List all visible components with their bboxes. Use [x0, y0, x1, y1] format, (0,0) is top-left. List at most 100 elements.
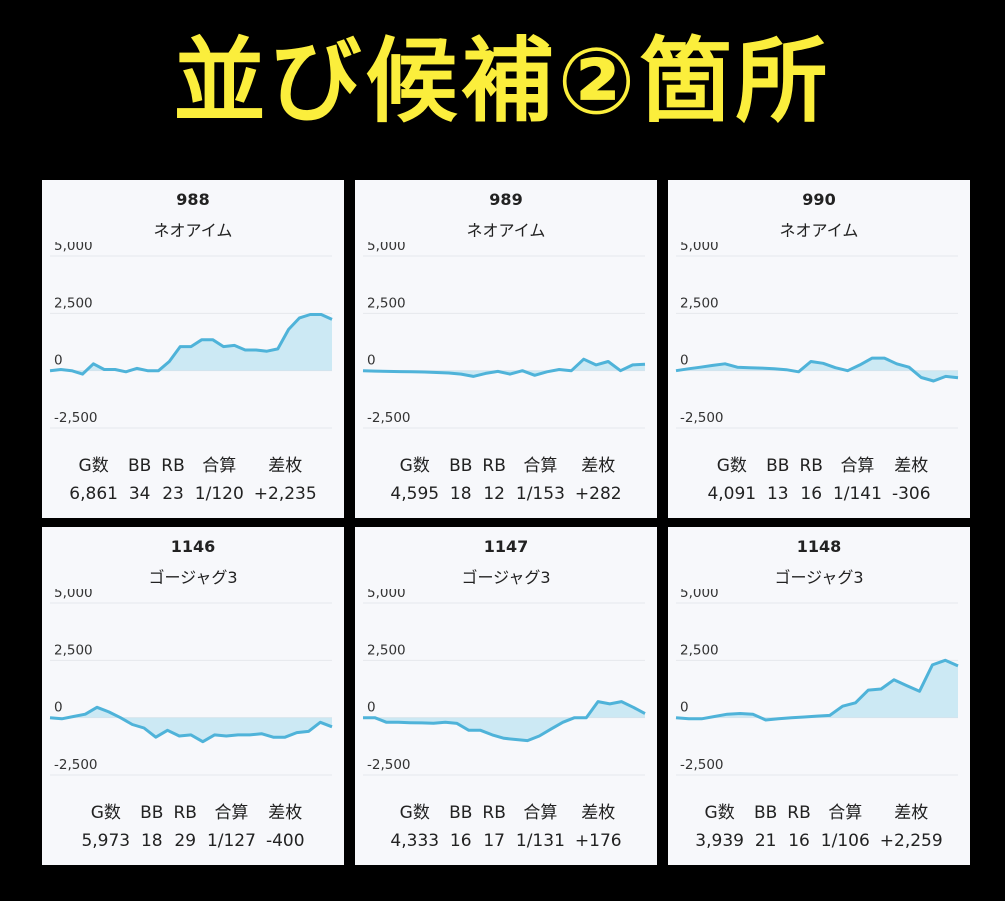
y-tick-label: 5,000	[54, 589, 93, 601]
combined-rate-value: 1/153	[515, 484, 565, 504]
coin-diff-header: 差枚	[581, 456, 616, 476]
g-count-column: G数 5,973	[81, 799, 130, 855]
coin-diff-value: -400	[265, 831, 305, 851]
machine-card: 1146 ゴージャグ3 5,000 2,500 0 -2,500 G数 5,973 BB 18 RB…	[42, 527, 344, 865]
combined-rate-header: 合算	[202, 456, 237, 476]
bb-count-header: BB	[753, 803, 778, 823]
y-tick-label: 5,000	[367, 589, 406, 601]
series-line	[675, 658, 959, 722]
combined-rate-column: 合算 1/127	[207, 799, 256, 855]
rb-count-column: RB 16	[799, 452, 822, 508]
machine-model: ゴージャグ3	[461, 568, 551, 587]
machine-model: ネオアイム	[466, 221, 546, 240]
rb-count-header: RB	[482, 803, 506, 823]
coin-diff-column: 差枚 -400	[266, 799, 305, 855]
machine-number: 1148	[796, 537, 842, 556]
y-tick-label: 0	[367, 353, 376, 369]
combined-rate-column: 合算 1/141	[833, 452, 882, 508]
y-tick-label: 2,500	[680, 642, 719, 658]
bb-count-header: BB	[140, 803, 164, 823]
coin-diff-column: 差枚 +176	[575, 799, 622, 855]
rb-count-column: RB 17	[482, 799, 505, 855]
rb-count-header: RB	[482, 456, 506, 476]
line-chart: 5,000 2,500 0 -2,500	[49, 589, 333, 776]
combined-rate-column: 合算 1/153	[516, 452, 565, 508]
rb-count-value: 16	[788, 831, 810, 851]
rb-count-column: RB 23	[161, 452, 184, 508]
combined-rate-header: 合算	[840, 456, 875, 476]
combined-rate-column: 合算 1/131	[516, 799, 565, 855]
coin-diff-column: 差枚 +282	[575, 452, 622, 508]
g-count-column: G数 4,595	[390, 452, 439, 508]
g-count-column: G数 3,939	[695, 799, 744, 855]
combined-rate-header: 合算	[523, 803, 558, 823]
series-area	[50, 314, 332, 375]
y-tick-label: 0	[680, 353, 689, 369]
machine-model: ゴージャグ3	[774, 568, 864, 587]
combined-rate-header: 合算	[523, 456, 558, 476]
bb-count-header: BB	[766, 456, 790, 476]
y-tick-label: 5,000	[680, 242, 719, 254]
g-count-value: 3,939	[695, 831, 744, 851]
rb-count-header: RB	[161, 456, 185, 476]
stats-table: G数 3,939 BB 21 RB 16 合算 1/106 差枚 +2,259	[668, 799, 970, 855]
page-title: 並び候補②箇所	[173, 28, 832, 135]
rb-count-header: RB	[787, 803, 811, 823]
y-tick-label: 0	[680, 700, 689, 716]
y-tick-label: 5,000	[367, 242, 406, 254]
g-count-column: G数 4,091	[707, 452, 756, 508]
machine-number: 1146	[170, 537, 216, 556]
series-area	[363, 701, 645, 741]
coin-diff-value: +282	[574, 484, 622, 504]
machine-number: 988	[176, 190, 210, 209]
y-tick-label: -2,500	[54, 757, 98, 773]
line-chart: 5,000 2,500 0 -2,500	[363, 589, 646, 776]
machine-number: 989	[489, 190, 523, 209]
g-count-header: G数	[78, 456, 109, 476]
coin-diff-value: +2,235	[253, 484, 317, 504]
g-count-value: 4,091	[707, 484, 757, 504]
combined-rate-header: 合算	[214, 803, 249, 823]
rb-count-value: 12	[483, 484, 505, 504]
combined-rate-value: 1/127	[206, 831, 256, 851]
bb-count-value: 16	[449, 831, 472, 851]
bb-count-header: BB	[127, 456, 152, 476]
combined-rate-column: 合算 1/120	[195, 452, 244, 508]
rb-count-value: 17	[483, 831, 505, 851]
machine-card: 990 ネオアイム 5,000 2,500 0 -2,500 G数 4,091 BB 13 RB 16…	[668, 180, 970, 518]
g-count-header: G数	[90, 803, 121, 823]
coin-diff-value: +176	[574, 831, 622, 851]
line-chart: 5,000 2,500 0 -2,500	[675, 242, 959, 429]
stats-table: G数 4,333 BB 16 RB 17 合算 1/131 差枚 +176	[355, 799, 657, 855]
bb-count-header: BB	[449, 803, 473, 823]
rb-count-column: RB 29	[173, 799, 196, 855]
y-tick-label: 2,500	[680, 295, 719, 311]
g-count-column: G数 4,333	[390, 799, 439, 855]
combined-rate-value: 1/106	[820, 831, 870, 851]
series-line	[675, 356, 959, 383]
g-count-column: G数 6,861	[69, 452, 118, 508]
y-tick-label: -2,500	[367, 410, 411, 426]
bb-count-column: BB 18	[140, 799, 163, 855]
bb-count-value: 13	[766, 484, 789, 504]
series-line	[49, 313, 333, 376]
combined-rate-column: 合算 1/106	[821, 799, 870, 855]
line-chart: 5,000 2,500 0 -2,500	[675, 589, 959, 776]
g-count-header: G数	[704, 803, 735, 823]
g-count-value: 4,333	[390, 831, 440, 851]
coin-diff-column: 差枚 +2,235	[254, 452, 317, 508]
line-chart: 5,000 2,500 0 -2,500	[49, 242, 333, 429]
series-line	[49, 705, 333, 744]
bb-count-column: BB 16	[449, 799, 472, 855]
bb-count-column: BB 21	[754, 799, 777, 855]
stats-table: G数 5,973 BB 18 RB 29 合算 1/127 差枚 -400	[42, 799, 344, 855]
y-tick-label: 5,000	[680, 589, 719, 601]
bb-count-column: BB 34	[128, 452, 151, 508]
coin-diff-header: 差枚	[894, 456, 929, 476]
rb-count-value: 29	[174, 831, 197, 851]
bb-count-header: BB	[449, 456, 473, 476]
bb-count-value: 21	[754, 831, 777, 851]
g-count-value: 6,861	[69, 484, 118, 504]
y-tick-label: 0	[367, 700, 376, 716]
bb-count-value: 18	[140, 831, 163, 851]
